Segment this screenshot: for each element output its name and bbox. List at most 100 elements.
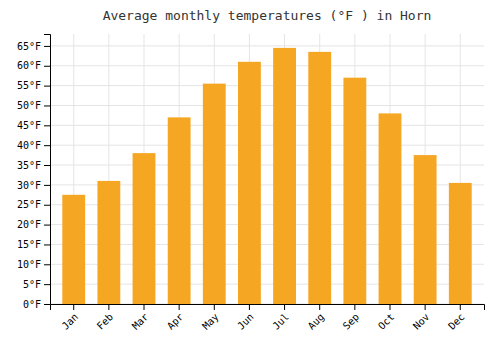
tick-label: 20°F [17,219,41,230]
tick-label: 65°F [17,41,41,52]
tick: Dec [446,304,467,332]
tick: 20°F [17,219,50,230]
y-axis: 0°F 5°F 10°F 15°F 20°F 25°F 30°F 35°F 40°F 45°F 50… [17,35,51,310]
bars [62,48,471,304]
tick: Oct [376,304,397,332]
tick-mark [44,165,50,166]
tick-mark [44,46,50,47]
tick-label: 0°F [23,299,41,310]
tick-label: 40°F [17,140,41,151]
tick: 15°F [17,239,50,250]
tick-mark [319,304,320,310]
tick-label: 60°F [17,60,41,71]
tick: 65°F [17,41,50,52]
tick-label: 50°F [17,100,41,111]
bar [62,195,85,304]
tick-label: Jul [270,311,291,332]
tick-mark [389,304,390,310]
bar [168,117,191,304]
bar [238,62,261,304]
grid-line [50,125,484,126]
tick-label: Jun [235,311,256,332]
tick-mark [425,304,426,310]
tick: 10°F [17,259,50,270]
tick-label: May [200,311,221,332]
bar [308,52,331,304]
tick-label: Apr [165,311,186,332]
tick: 50°F [17,100,50,111]
tick-mark [44,105,50,106]
tick: Jan [60,304,81,332]
tick-mark [73,304,74,310]
bar [203,84,226,304]
tick: Aug [306,304,327,332]
tick: 0°F [23,299,50,310]
tick-label: Sep [341,311,362,332]
axis-line [44,35,51,305]
title: Average monthly temperatures (°F ) in Ho… [103,8,432,23]
tick-mark [214,304,215,310]
tick: 5°F [23,279,50,290]
grid-line [50,45,484,46]
tick-mark [44,185,50,186]
bar [97,181,120,304]
tick-mark [44,125,50,126]
grid-line [50,105,484,106]
tick-mark [44,86,50,87]
grid-line [50,85,484,86]
tick: Mar [130,304,151,332]
tick-mark [108,304,109,310]
chart: 0°F 5°F 10°F 15°F 20°F 25°F 30°F 35°F 40°F 45°F 50… [0,0,500,350]
tick-mark [44,66,50,67]
tick-mark [144,304,145,310]
tick: Apr [165,304,186,332]
tick: 30°F [17,180,50,191]
tick: Feb [95,304,116,332]
tick-label: 35°F [17,160,41,171]
tick-mark [44,244,50,245]
tick-label: 15°F [17,239,41,250]
tick-label: 25°F [17,199,41,210]
x-axis: Jan Feb Mar Apr May Jun Jul Aug Sep Oct Nov Dec [51,304,485,332]
bar [379,113,402,304]
tick-label: 45°F [17,120,41,131]
tick-label: 55°F [17,80,41,91]
tick-label: Jan [60,311,81,332]
tick-mark [44,145,50,146]
tick: 60°F [17,60,50,71]
tick: 25°F [17,199,50,210]
tick: Sep [341,304,362,332]
tick-mark [44,284,50,285]
tick: 35°F [17,160,50,171]
tick-mark [460,304,461,310]
tick-label: Mar [130,311,151,332]
tick-label: Dec [446,311,467,332]
tick-mark [44,205,50,206]
tick-mark [249,304,250,310]
tick-label: Oct [376,311,397,332]
bar [133,153,156,304]
tick-label: Aug [306,311,327,332]
tick-mark [44,304,50,305]
bar [414,155,437,304]
tick-label: 30°F [17,180,41,191]
tick-mark [284,304,285,310]
tick-label: Nov [411,311,432,332]
tick: Nov [411,304,432,332]
tick-mark [354,304,355,310]
tick: 55°F [17,80,50,91]
grid [50,34,484,304]
tick-mark [44,225,50,226]
tick-label: 10°F [17,259,41,270]
tick: Jul [270,304,291,332]
grid-line [50,145,484,146]
tick: Jun [235,304,256,332]
tick-label: 5°F [23,279,41,290]
grid-line [50,65,484,66]
tick: 40°F [17,140,50,151]
bar [449,183,472,304]
bar [343,78,366,304]
bar [273,48,296,304]
tick: May [200,304,221,332]
tick-mark [179,304,180,310]
